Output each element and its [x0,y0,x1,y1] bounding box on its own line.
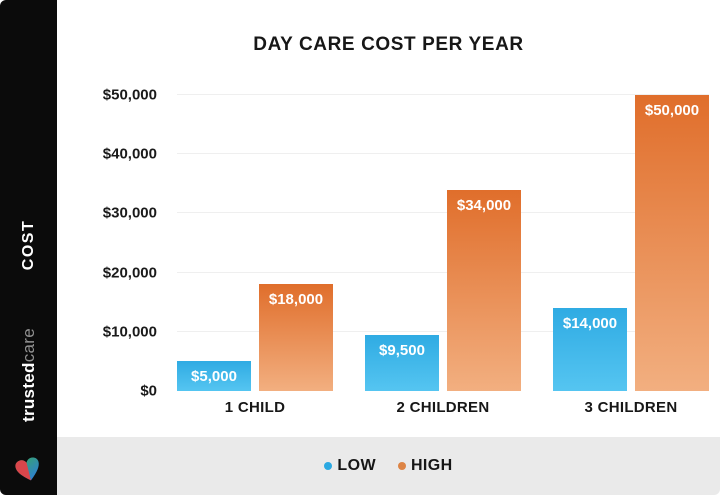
brand-wordmark-light: care [18,328,38,363]
x-tick-label: 2 CHILDREN [396,399,490,416]
plot-area: $5,000 $18,000 $9,500 $34,000 $14,000 $50,000 [170,94,720,391]
trustedcare-heart-icon [15,457,39,481]
gridline [177,330,709,332]
x-tick-label: 3 CHILDREN [584,399,678,416]
gridline [177,94,709,95]
bar-value-label: $34,000 [456,196,512,214]
bar-group: $9,500 $34,000 [365,95,521,391]
gridline [177,153,709,155]
y-tick-label: $10,000 [102,323,157,341]
y-tick-label: $0 [140,382,157,400]
legend-dot-icon [324,462,333,470]
bar-value-label: $14,000 [562,315,618,333]
chart-title: DAY CARE COST PER YEAR [253,34,524,55]
legend-item-low: LOW [324,457,376,475]
legend-label: HIGH [410,457,453,474]
x-axis: 1 CHILD 2 CHILDREN 3 CHILDREN [170,399,720,416]
bar-value-label: $9,500 [379,341,425,359]
bar-low: $14,000 [553,308,627,391]
x-tick-label: 1 CHILD [224,399,286,416]
legend-row: LOW HIGH [324,457,452,475]
y-tick-label: $30,000 [102,204,157,222]
bar-group: $14,000 $50,000 [553,95,709,391]
legend-item-high: HIGH [397,457,453,475]
brand-wordmark: trustedcare [19,328,39,422]
y-axis-title: COST [19,219,37,271]
bar-high: $18,000 [259,284,333,391]
legend-dot-icon [397,462,406,470]
gridline [177,212,709,214]
bar-low: $5,000 [177,361,251,391]
bar-value-label: $18,000 [268,291,324,309]
bar-value-label: $5,000 [191,368,237,386]
y-axis: $50,000 $40,000 $30,000 $20,000 $10,000 $0 [57,87,157,400]
chart-area: DAY CARE COST PER YEAR $50,000 $40,000 $30… [57,0,720,437]
y-tick-label: $50,000 [102,86,157,104]
legend-label: LOW [337,457,376,474]
bar-low: $9,500 [365,334,439,391]
bar-value-label: $50,000 [644,102,700,119]
bar-high: $34,000 [447,189,521,391]
legend: LOW HIGH [57,437,720,495]
y-tick-label: $40,000 [102,145,157,163]
sidebar: COST trustedcare [0,0,57,495]
bar-group: $5,000 $18,000 [177,95,333,391]
gridline [177,271,709,273]
brand-wordmark-bold: trusted [18,362,38,422]
y-tick-label: $20,000 [102,264,157,282]
bar-high: $50,000 [635,95,709,391]
